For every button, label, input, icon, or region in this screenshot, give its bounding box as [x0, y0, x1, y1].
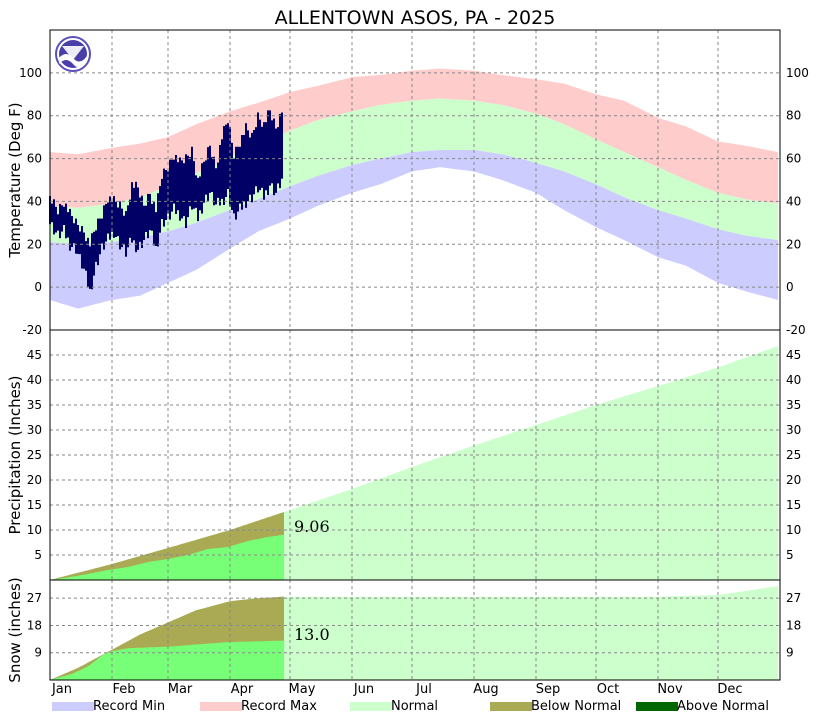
y-tick-label-left: 10	[27, 523, 42, 537]
precipitation-axis-label: Precipitation (Inches)	[6, 376, 24, 535]
month-label: Jun	[353, 682, 374, 697]
legend-label: Record Max	[241, 699, 317, 714]
y-tick-label-left: 40	[27, 373, 42, 387]
y-tick-label-left: 25	[27, 448, 42, 462]
y-tick-label-right: 15	[786, 498, 801, 512]
y-tick-label-right: 20	[786, 473, 801, 487]
y-tick-label-right: 18	[786, 618, 801, 632]
y-tick-label-right: -20	[786, 323, 806, 337]
y-tick-label-right: 9	[786, 646, 794, 660]
record-min-band	[50, 150, 778, 309]
panel-frame	[49, 579, 781, 681]
y-tick-label-right: 100	[786, 66, 809, 80]
snow-total-label: 13.0	[294, 625, 330, 644]
y-tick-label-left: 30	[27, 423, 42, 437]
y-tick-label-left: 5	[34, 548, 42, 562]
y-tick-label-right: 40	[786, 194, 801, 208]
temperature-axis-label: Temperature (Deg F)	[6, 102, 24, 258]
y-tick-label-right: 35	[786, 398, 801, 412]
snow-axis-label: Snow (inches)	[6, 577, 24, 682]
y-tick-label-left: 20	[27, 473, 42, 487]
y-tick-label-right: 20	[786, 237, 801, 251]
y-tick-label-right: 25	[786, 448, 801, 462]
y-tick-label-right: 40	[786, 373, 801, 387]
y-tick-label-right: 0	[786, 280, 794, 294]
legend-label: Below Normal	[531, 699, 621, 714]
noaa-logo-icon	[55, 36, 91, 72]
month-label: Feb	[112, 682, 135, 697]
month-label: Aug	[473, 682, 498, 697]
normal-area	[50, 346, 778, 580]
month-label: Oct	[597, 682, 619, 697]
observed-area	[50, 534, 284, 580]
y-tick-label-left: 27	[27, 591, 42, 605]
temperature-panel: -20 -20 0 0 20 20 40 40 60 60 80 80 100 100 Temperatur…	[6, 29, 809, 337]
y-tick-label-left: 40	[27, 194, 42, 208]
month-label: Nov	[657, 682, 683, 697]
y-tick-label-left: 45	[27, 348, 42, 362]
y-tick-label-left: 15	[27, 498, 42, 512]
legend-swatch	[200, 702, 242, 711]
observed-temperature-series	[49, 110, 283, 290]
month-label: Jul	[415, 682, 432, 697]
chart-title: ALLENTOWN ASOS, PA - 2025	[275, 7, 556, 29]
legend-item: Below Normal	[490, 699, 621, 714]
month-label: Apr	[231, 682, 254, 697]
y-tick-label-right: 60	[786, 152, 801, 166]
y-tick-label-left: 100	[19, 66, 42, 80]
legend-item: Normal	[350, 699, 438, 714]
legend-item: Record Min	[52, 699, 165, 714]
y-tick-label-left: 18	[27, 618, 42, 632]
month-label: Mar	[168, 682, 193, 697]
legend-swatch	[636, 702, 678, 711]
y-tick-label-left: 35	[27, 398, 42, 412]
y-tick-label-left: -20	[22, 323, 42, 337]
legend-label: Above Normal	[677, 699, 769, 714]
y-tick-label-right: 27	[786, 591, 801, 605]
month-label: May	[289, 682, 316, 697]
legend-label: Normal	[391, 699, 438, 714]
month-label: Dec	[717, 682, 742, 697]
y-tick-label-left: 20	[27, 237, 42, 251]
legend-item: Above Normal	[636, 699, 769, 714]
y-tick-label-right: 80	[786, 109, 801, 123]
observed-area	[50, 640, 284, 680]
y-tick-label-right: 30	[786, 423, 801, 437]
y-tick-label-right: 5	[786, 548, 794, 562]
precipitation-total-label: 9.06	[294, 517, 330, 536]
legend-swatch	[52, 702, 94, 711]
y-tick-label-left: 60	[27, 152, 42, 166]
legend-item: Record Max	[200, 699, 317, 714]
y-tick-label-left: 9	[34, 646, 42, 660]
y-tick-label-left: 80	[27, 109, 42, 123]
legend-label: Record Min	[93, 699, 165, 714]
y-tick-label-right: 10	[786, 523, 801, 537]
legend-swatch	[490, 702, 532, 711]
legend-swatch	[350, 702, 392, 711]
month-label: Sep	[536, 682, 561, 697]
month-label: Jan	[51, 682, 72, 697]
y-tick-label-right: 45	[786, 348, 801, 362]
y-tick-label-left: 0	[34, 280, 42, 294]
